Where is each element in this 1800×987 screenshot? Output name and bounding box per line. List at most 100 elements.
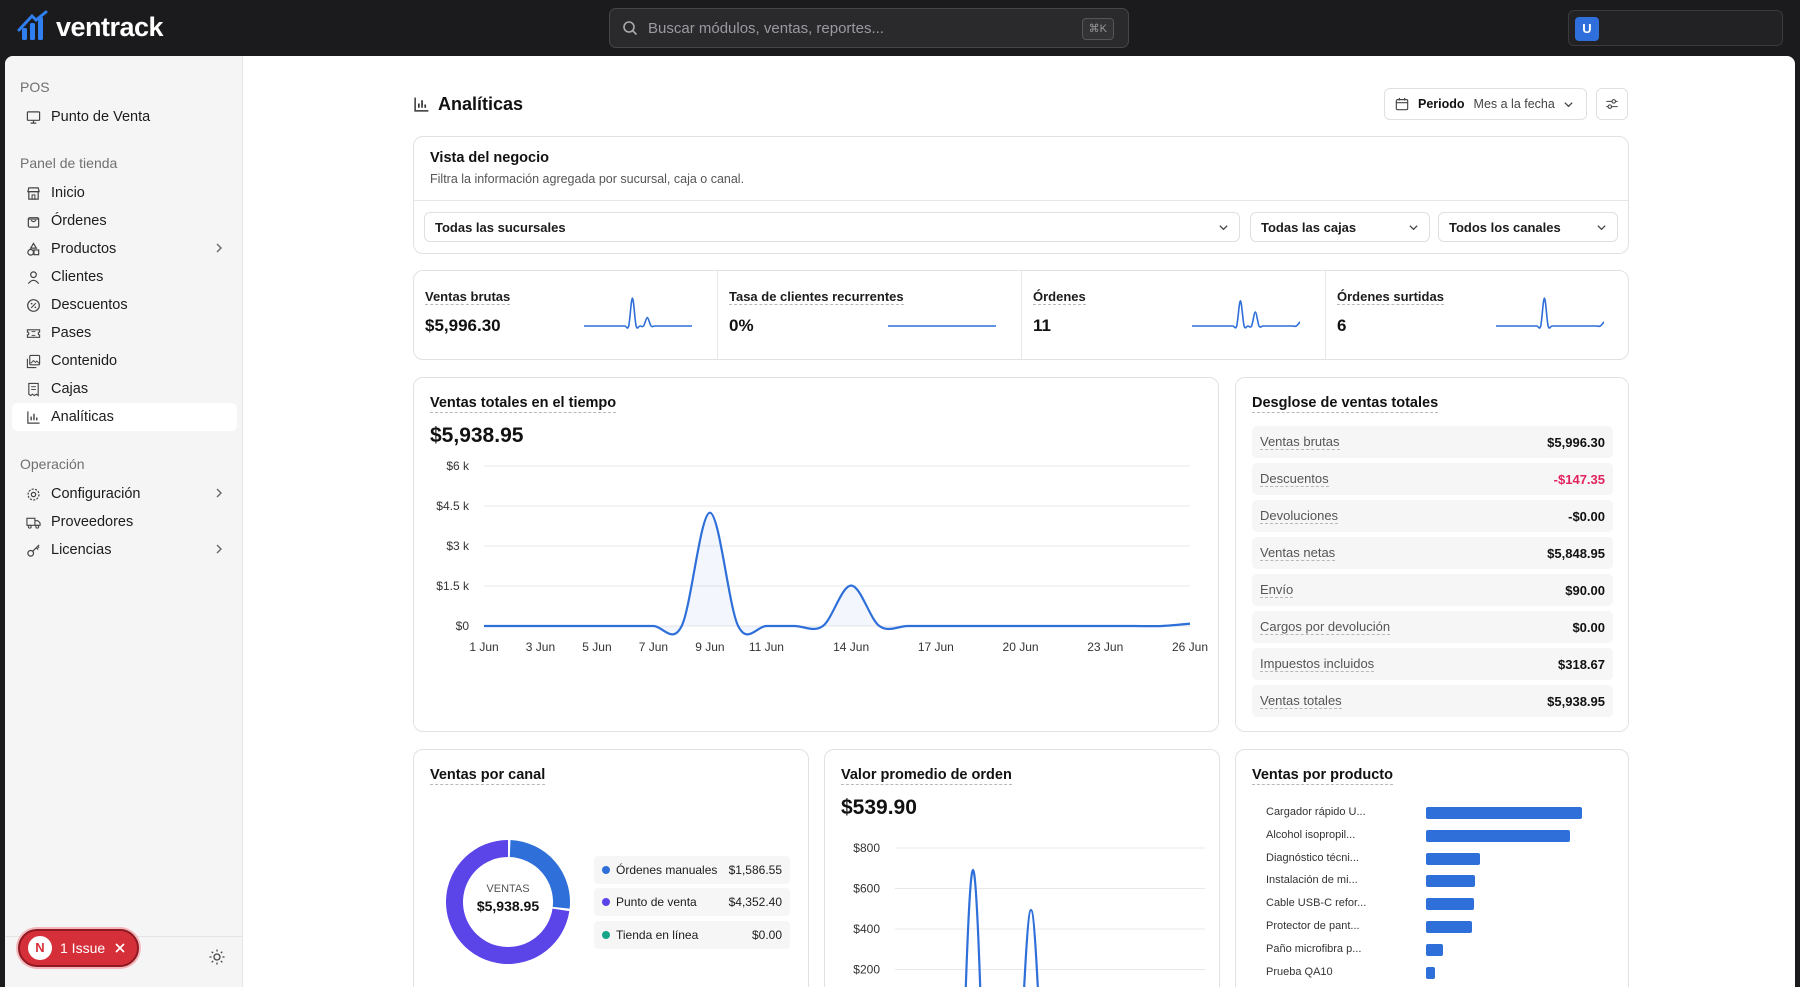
breakdown-label[interactable]: Ventas brutas [1260, 434, 1340, 450]
period-value: Mes a la fecha [1473, 97, 1555, 111]
breakdown-row: Ventas totales $5,938.95 [1252, 685, 1613, 717]
app-name: ventrack [56, 11, 164, 42]
legend-dot [602, 898, 610, 906]
product-bar[interactable] [1426, 921, 1473, 933]
filter-settings-button[interactable] [1596, 88, 1628, 120]
channel-select[interactable]: Todos los canales [1438, 212, 1618, 242]
sidebar-item-licencias[interactable]: Licencias [12, 536, 237, 564]
legend-dot [602, 931, 610, 939]
kpi-card[interactable]: Ventas brutas $5,996.30 [414, 271, 718, 359]
breakdown-value: $90.00 [1565, 582, 1605, 598]
sidebar-item-inicio[interactable]: Inicio [12, 179, 237, 207]
sidebar-section-title: POS [20, 79, 50, 95]
product-bar[interactable] [1426, 943, 1444, 956]
y-tick-label: $400 [853, 922, 880, 936]
sidebar-item-configuracion[interactable]: Configuración [12, 480, 237, 508]
legend-value: $0.00 [751, 928, 782, 942]
sidebar-item-productos[interactable]: Productos [12, 235, 237, 263]
series-line [964, 868, 1039, 987]
period-selector[interactable]: Periodo Mes a la fecha [1384, 88, 1587, 120]
branch-select[interactable]: Todas las sucursales [424, 212, 1240, 242]
card-title[interactable]: Ventas totales en el tiempo [430, 395, 617, 413]
card-title[interactable]: Desglose de ventas totales [1252, 395, 1439, 413]
user-menu[interactable]: U [1568, 10, 1783, 46]
chevron-down-icon [1597, 225, 1606, 231]
sidebar-item-pases[interactable]: Pases [12, 319, 237, 347]
card-title[interactable]: Valor promedio de orden [841, 767, 1012, 785]
legend-item[interactable]: Punto de venta $4,352.40 [594, 888, 790, 916]
kpi-sparkline [584, 297, 692, 329]
global-search[interactable]: ⌘K [609, 8, 1129, 48]
product-bar[interactable] [1426, 852, 1480, 865]
branch-select-value: Todas las sucursales [435, 219, 566, 235]
channel-select-value: Todos los canales [1449, 219, 1561, 235]
x-tick-label: 17 Jun [918, 640, 954, 654]
breakdown-row: Cargos por devolución $0.00 [1252, 611, 1613, 643]
sidebar-item-label: Órdenes [51, 213, 107, 229]
breakdown-label[interactable]: Ventas totales [1260, 693, 1342, 709]
sidebar-item-label: Licencias [51, 542, 112, 558]
chart-icon [25, 409, 41, 425]
series-line [484, 511, 1191, 636]
monitor-icon [25, 109, 41, 125]
product-bar[interactable] [1426, 875, 1476, 888]
breakdown-label[interactable]: Cargos por devolución [1260, 619, 1391, 635]
donut-center-label: VENTAS [486, 883, 530, 895]
product-label: Cable USB-C refor... [1266, 897, 1367, 910]
sales-over-time-chart: $0 $1.5 k $3 k $4.5 k $6 k 1 Jun 3 Jun 5 Jun 7 J… [436, 459, 1208, 654]
theme-toggle[interactable] [204, 944, 230, 970]
store-icon [25, 185, 41, 201]
sidebar-item-ordenes[interactable]: Órdenes [12, 207, 237, 235]
sales-total-value: $5,938.95 [430, 424, 524, 447]
legend-item[interactable]: Tienda en línea $0.00 [594, 921, 790, 949]
breakdown-value: $5,848.95 [1547, 545, 1605, 561]
breakdown-row: Impuestos incluidos $318.67 [1252, 648, 1613, 680]
product-bar[interactable] [1426, 807, 1582, 819]
product-bar[interactable] [1426, 966, 1435, 979]
line-area [484, 512, 1190, 635]
business-view-subtitle: Filtra la información agregada por sucur… [430, 172, 745, 186]
sidebar-item-contenido[interactable]: Contenido [12, 347, 237, 375]
sidebar-item-punto-de-venta[interactable]: Punto de Venta [12, 103, 237, 131]
calendar-icon [1395, 97, 1409, 111]
register-select[interactable]: Todas las cajas [1250, 212, 1430, 242]
kpi-card[interactable]: Tasa de clientes recurrentes 0% [718, 271, 1022, 359]
chevron-down-icon [1219, 225, 1228, 231]
avg-order-chart: $800 $600 $400 $200 [853, 841, 1205, 987]
kpi-card[interactable]: Órdenes surtidas 6 [1326, 271, 1628, 359]
card-title[interactable]: Ventas por producto [1252, 767, 1393, 785]
search-input[interactable] [648, 19, 1068, 37]
issue-badge[interactable]: N 1 Issue [18, 929, 139, 967]
breakdown-label[interactable]: Devoluciones [1260, 508, 1339, 524]
app-logo[interactable]: ventrack [16, 10, 164, 44]
receipt-icon [25, 381, 41, 397]
kpi-label: Ventas brutas [425, 289, 511, 305]
breakdown-label[interactable]: Ventas netas [1260, 545, 1336, 561]
donut-center-value: $5,938.95 [476, 898, 540, 914]
search-icon [623, 21, 638, 36]
product-bar[interactable] [1426, 829, 1571, 842]
sidebar-item-label: Inicio [51, 185, 85, 201]
card-divider [414, 200, 1628, 201]
sidebar-item-descuentos[interactable]: Descuentos [12, 291, 237, 319]
breakdown-label[interactable]: Impuestos incluidos [1260, 656, 1375, 672]
sidebar-section-title: Panel de tienda [20, 155, 118, 171]
sidebar-item-analiticas[interactable]: Analíticas [12, 403, 237, 431]
sidebar-item-clientes[interactable]: Clientes [12, 263, 237, 291]
sidebar-item-proveedores[interactable]: Proveedores [12, 508, 237, 536]
breakdown-label[interactable]: Descuentos [1260, 471, 1329, 487]
kpi-strip: Ventas brutas $5,996.30 Tasa de clientes… [413, 270, 1629, 360]
kpi-card[interactable]: Órdenes 11 [1022, 271, 1326, 359]
ticket-icon [25, 325, 41, 341]
chevron-down-icon [1564, 101, 1573, 107]
product-bar[interactable] [1426, 898, 1475, 911]
sidebar-item-cajas[interactable]: Cajas [12, 375, 237, 403]
card-title[interactable]: Ventas por canal [430, 767, 546, 785]
product-label: Instalación de mi... [1266, 874, 1358, 887]
x-tick-label: 5 Jun [582, 640, 611, 654]
kpi-label: Tasa de clientes recurrentes [729, 289, 904, 305]
legend-item[interactable]: Órdenes manuales $1,586.55 [594, 856, 790, 884]
breakdown-label[interactable]: Envío [1260, 582, 1294, 598]
close-icon[interactable] [115, 943, 125, 953]
top-bar: ventrack ⌘K U [0, 0, 1800, 56]
